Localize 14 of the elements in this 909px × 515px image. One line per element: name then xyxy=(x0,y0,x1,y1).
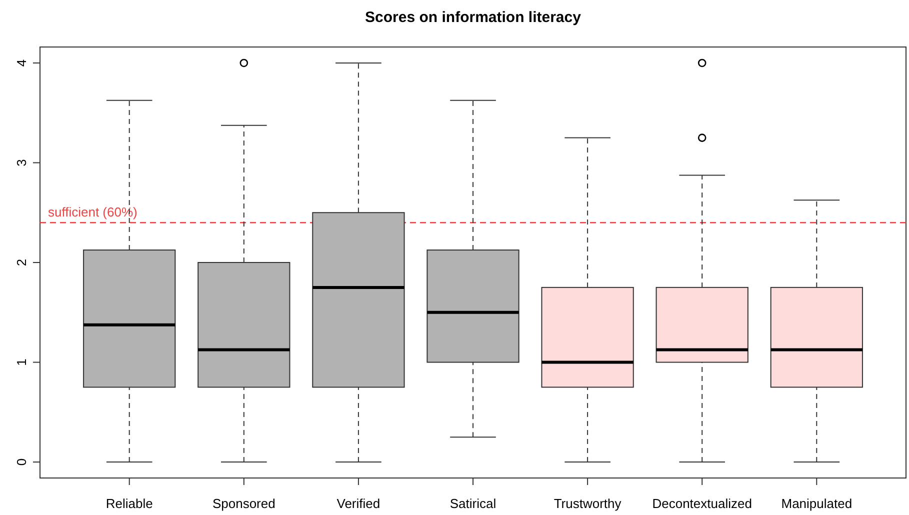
x-tick-label: Decontextualized xyxy=(652,496,752,511)
x-tick-label: Reliable xyxy=(106,496,153,511)
y-tick-label: 0 xyxy=(14,458,29,466)
y-tick-label: 2 xyxy=(14,258,29,266)
ref-line-label: sufficient (60%) xyxy=(48,204,138,220)
x-tick-label: Verified xyxy=(336,496,380,511)
x-tick-label: Satirical xyxy=(450,496,496,511)
x-tick-label: Trustworthy xyxy=(554,496,622,511)
x-tick-label: Manipulated xyxy=(781,496,852,511)
y-tick-label: 3 xyxy=(14,159,29,166)
x-tick-label: Sponsored xyxy=(212,496,276,511)
chart-title: Scores on information literacy xyxy=(365,9,582,26)
y-tick-label: 4 xyxy=(14,59,29,67)
y-tick-label: 1 xyxy=(14,358,29,366)
